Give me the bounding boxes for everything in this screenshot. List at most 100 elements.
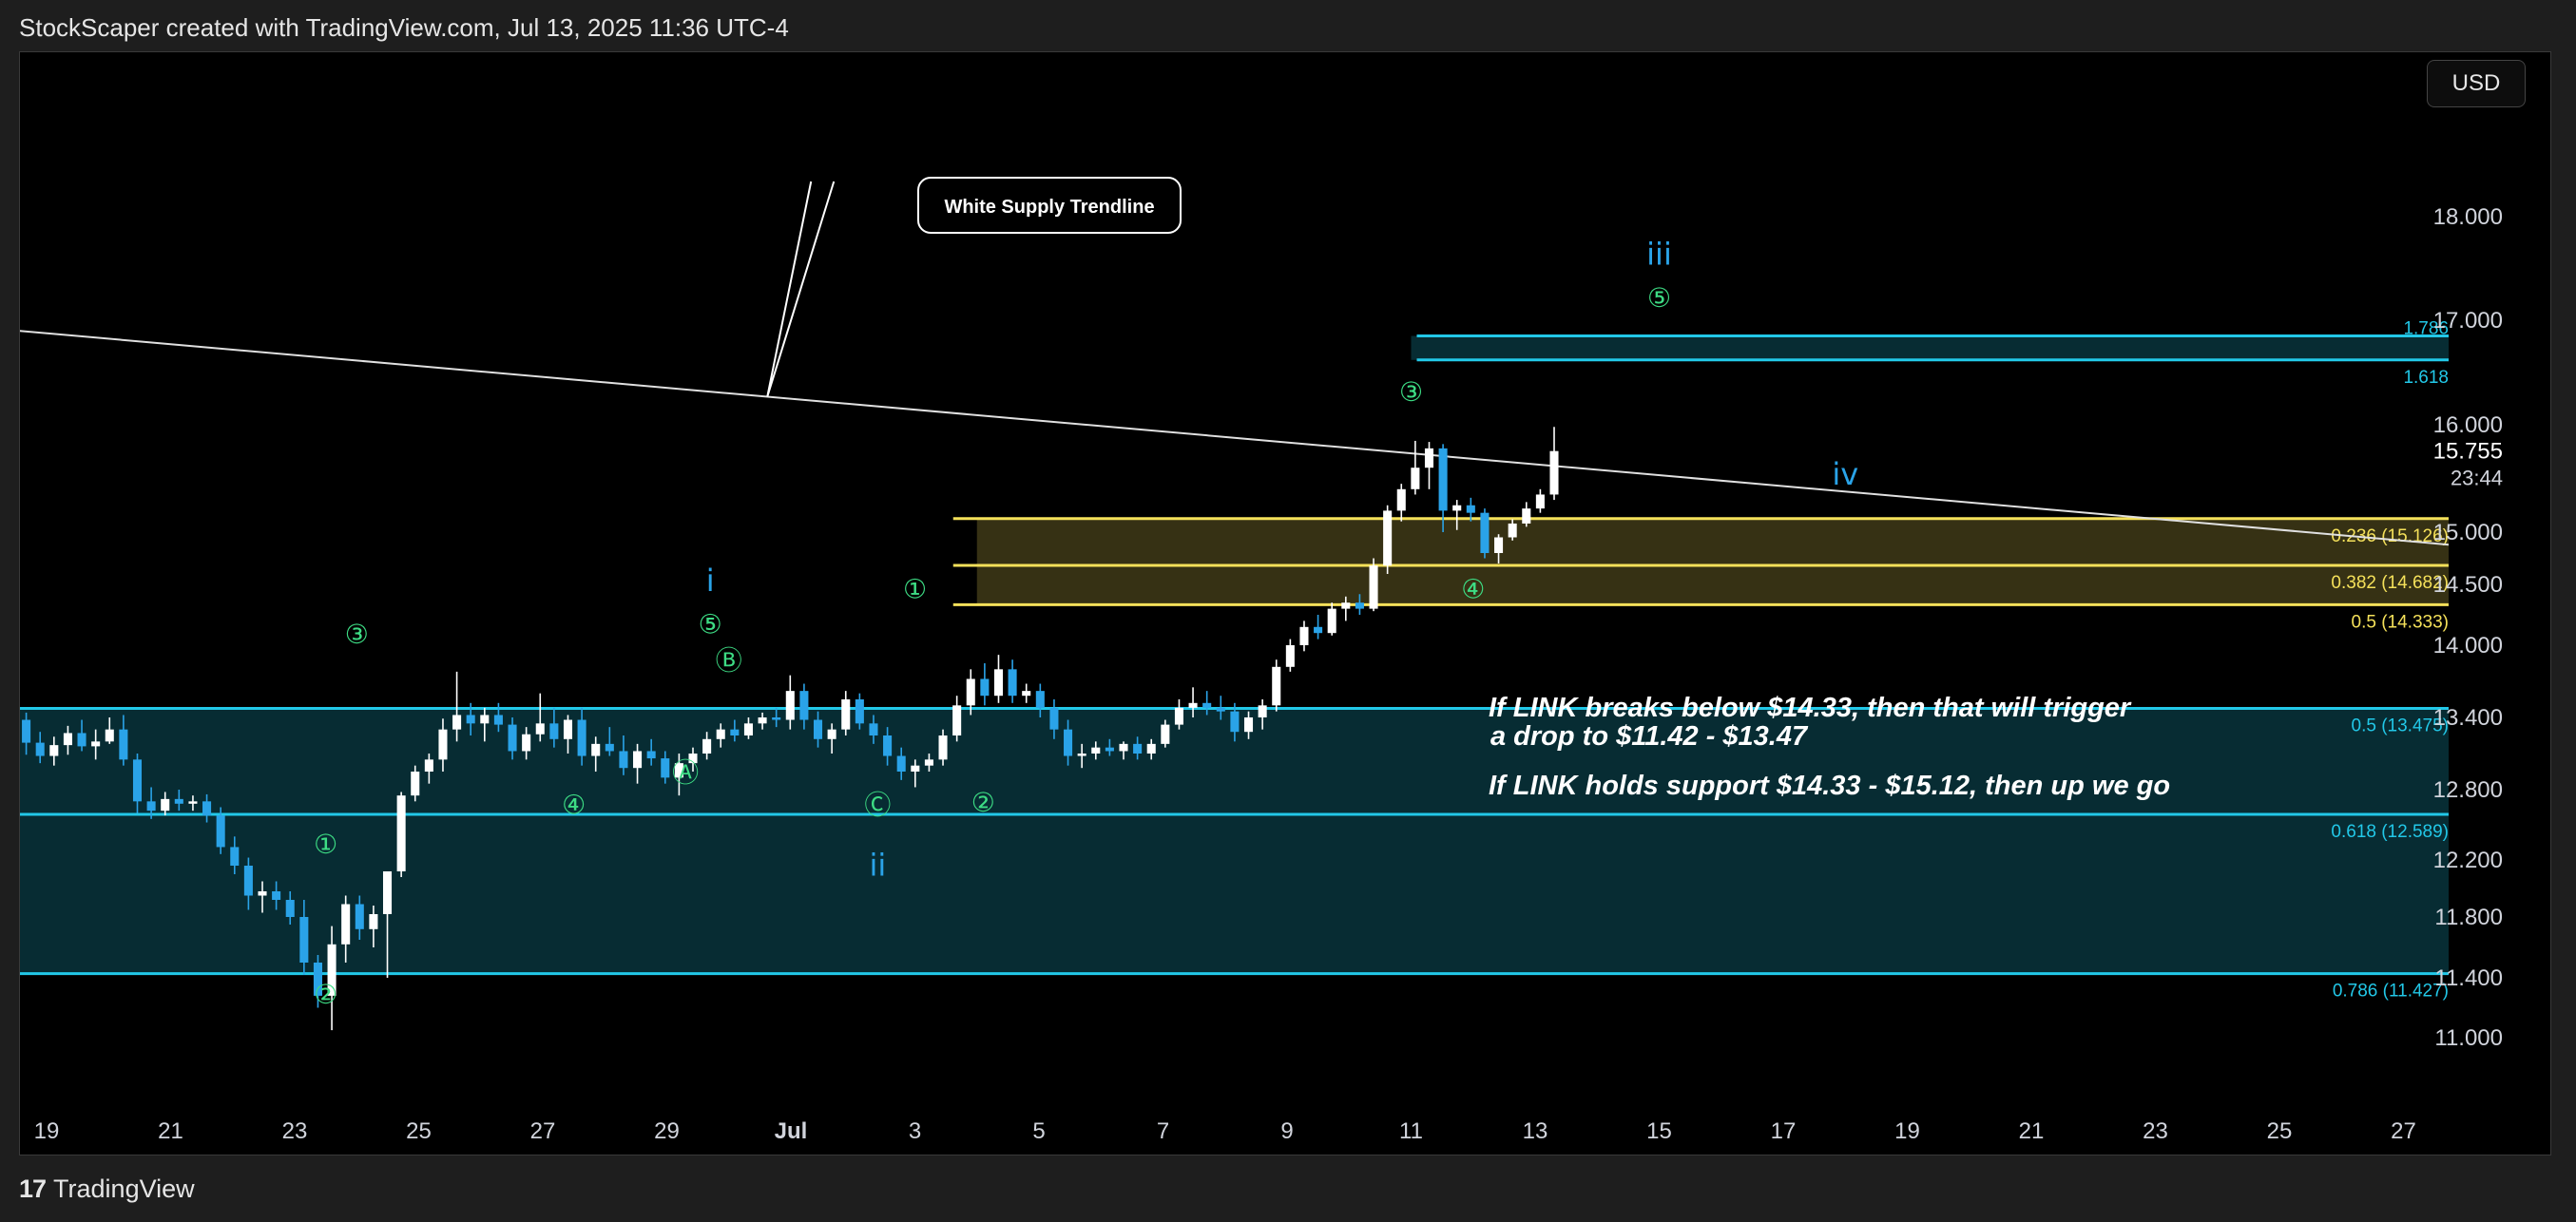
candle[interactable] xyxy=(396,792,406,877)
candle[interactable] xyxy=(1161,719,1170,748)
candle[interactable] xyxy=(952,696,962,742)
chart-area[interactable]: 1.786 1.618 0.236 (15.126) 0.382 (14.682) 0.… xyxy=(19,51,2551,1155)
candle[interactable] xyxy=(341,895,351,964)
supply-trendline[interactable] xyxy=(20,326,2450,546)
fib-zone-1[interactable] xyxy=(976,518,2449,605)
candle[interactable] xyxy=(174,790,183,811)
candle[interactable] xyxy=(619,735,628,775)
candle[interactable] xyxy=(980,663,990,706)
candle[interactable] xyxy=(230,836,240,874)
candle[interactable] xyxy=(730,719,740,742)
candle[interactable] xyxy=(591,736,601,772)
fib-zone-0[interactable] xyxy=(1411,335,2450,360)
candle[interactable] xyxy=(35,732,45,764)
candle[interactable] xyxy=(1466,497,1475,522)
support-note[interactable]: If LINK holds support $14.33 - $15.12, t… xyxy=(1489,771,2171,801)
fib-zone-2[interactable] xyxy=(20,708,2449,974)
currency-button[interactable]: USD xyxy=(2427,60,2526,107)
tradingview-logo-icon[interactable]: 17 xyxy=(19,1174,47,1203)
candle[interactable] xyxy=(1314,615,1323,640)
candle[interactable] xyxy=(355,895,364,941)
candle[interactable] xyxy=(883,727,893,766)
candle[interactable] xyxy=(91,729,101,760)
candle[interactable] xyxy=(424,754,433,784)
candle[interactable] xyxy=(258,881,267,913)
candle[interactable] xyxy=(522,727,531,760)
candle[interactable] xyxy=(313,955,322,1008)
candle[interactable] xyxy=(1438,444,1448,532)
candle[interactable] xyxy=(924,754,933,772)
candle[interactable] xyxy=(1230,702,1240,742)
candle[interactable] xyxy=(799,683,809,730)
candle[interactable] xyxy=(438,718,448,772)
candle[interactable] xyxy=(1272,659,1281,712)
candle[interactable] xyxy=(1049,699,1059,739)
candle[interactable] xyxy=(1188,687,1198,717)
candle[interactable] xyxy=(105,717,114,744)
candle[interactable] xyxy=(493,702,503,733)
candle[interactable] xyxy=(633,743,643,784)
candle[interactable] xyxy=(1508,519,1517,541)
candle[interactable] xyxy=(1202,691,1212,716)
candle[interactable] xyxy=(49,736,59,766)
candle[interactable] xyxy=(1258,699,1267,730)
candle[interactable] xyxy=(1077,743,1086,769)
candle[interactable] xyxy=(1035,683,1045,717)
candle[interactable] xyxy=(674,754,683,796)
candle[interactable] xyxy=(1299,621,1309,652)
candle[interactable] xyxy=(369,906,378,947)
candle[interactable] xyxy=(1522,502,1531,527)
candle[interactable] xyxy=(132,754,143,813)
candle[interactable] xyxy=(1494,534,1504,563)
candle[interactable] xyxy=(1411,440,1420,495)
candle[interactable] xyxy=(1285,639,1295,672)
candle[interactable] xyxy=(772,707,781,728)
candle[interactable] xyxy=(911,759,920,788)
candle[interactable] xyxy=(22,712,31,755)
candle[interactable] xyxy=(785,675,795,730)
candle[interactable] xyxy=(119,715,128,766)
candle[interactable] xyxy=(1383,505,1393,574)
candle[interactable] xyxy=(216,807,225,854)
candle[interactable] xyxy=(1064,719,1073,766)
candle[interactable] xyxy=(661,751,670,784)
candle[interactable] xyxy=(243,857,253,910)
candle[interactable] xyxy=(1022,683,1031,703)
candle[interactable] xyxy=(1535,488,1545,513)
candle[interactable] xyxy=(299,900,309,975)
candle[interactable] xyxy=(993,655,1004,703)
candle[interactable] xyxy=(452,671,462,742)
candle[interactable] xyxy=(855,693,864,730)
candle[interactable] xyxy=(827,723,836,754)
candle[interactable] xyxy=(285,891,295,925)
candle[interactable] xyxy=(1341,596,1351,621)
candle[interactable] xyxy=(1091,741,1101,760)
candle[interactable] xyxy=(146,787,156,819)
candle[interactable] xyxy=(1452,500,1462,530)
candle[interactable] xyxy=(813,711,823,748)
candle[interactable] xyxy=(1105,738,1114,756)
candle[interactable] xyxy=(1424,442,1434,489)
candle[interactable] xyxy=(743,717,753,739)
candle[interactable] xyxy=(535,693,545,742)
candle[interactable] xyxy=(411,765,420,802)
candle[interactable] xyxy=(188,795,198,811)
candle[interactable] xyxy=(577,707,586,766)
candle[interactable] xyxy=(202,793,212,823)
footer-brand[interactable]: TradingView xyxy=(53,1174,195,1203)
candle[interactable] xyxy=(1355,594,1364,615)
candle[interactable] xyxy=(480,707,490,742)
candle[interactable] xyxy=(1133,736,1143,760)
candle[interactable] xyxy=(63,725,72,755)
candle[interactable] xyxy=(272,881,281,910)
candle[interactable] xyxy=(938,729,948,766)
candle[interactable] xyxy=(563,715,573,754)
candle[interactable] xyxy=(1480,508,1490,559)
candle[interactable] xyxy=(702,732,712,760)
candle[interactable] xyxy=(1216,696,1225,720)
candle[interactable] xyxy=(716,723,725,748)
candle[interactable] xyxy=(549,707,559,748)
candle[interactable] xyxy=(605,727,614,756)
candle[interactable] xyxy=(466,702,475,735)
